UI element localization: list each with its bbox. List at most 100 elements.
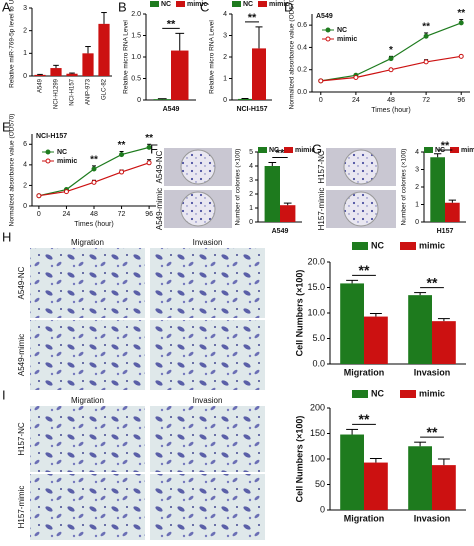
x-tick-label: 72 bbox=[422, 97, 430, 104]
bar bbox=[432, 321, 456, 364]
significance-label: ** bbox=[359, 262, 370, 278]
y-tick-label: 5 bbox=[249, 149, 253, 156]
x-tick-label: 96 bbox=[457, 97, 465, 104]
y-tick-label: 50 bbox=[315, 479, 325, 489]
point bbox=[119, 169, 125, 175]
colony-plate bbox=[343, 191, 379, 227]
x-tick-label: Migration bbox=[344, 367, 385, 377]
legend-label: NC bbox=[269, 147, 279, 154]
image-label: A549-NC bbox=[155, 150, 164, 183]
bar bbox=[408, 446, 432, 510]
y-tick-label: 0.5 bbox=[131, 75, 141, 82]
legend-label: mimic bbox=[461, 147, 474, 154]
bar bbox=[264, 166, 280, 222]
bar bbox=[340, 283, 364, 364]
x-tick-label: 48 bbox=[90, 211, 98, 218]
significance-label: ** bbox=[118, 140, 126, 151]
y-tick-label: 1 bbox=[249, 205, 253, 212]
bar bbox=[280, 205, 296, 222]
legend-label: NC bbox=[337, 27, 347, 34]
x-tick-label: GLC-82 bbox=[102, 78, 108, 100]
significance-label: ** bbox=[427, 424, 438, 440]
point bbox=[458, 20, 464, 26]
x-tick-label: H157 bbox=[437, 228, 454, 235]
point bbox=[146, 160, 152, 166]
legend-label: mimic bbox=[269, 1, 289, 8]
panel-letter: B bbox=[118, 0, 127, 14]
y-tick-label: 2.0 bbox=[131, 11, 141, 18]
micrograph bbox=[150, 248, 265, 318]
y-axis-label: Number of colonies (×100) bbox=[401, 149, 408, 226]
y-tick-label: 0 bbox=[137, 97, 141, 104]
legend-label: mimic bbox=[419, 240, 445, 250]
panel: F 0 1 2 3 4 5 Number of colonies (×100) NC mimic A… bbox=[150, 141, 315, 234]
bar bbox=[445, 202, 460, 222]
bar bbox=[153, 99, 171, 100]
micrograph bbox=[150, 320, 265, 390]
legend-swatch bbox=[176, 1, 185, 7]
significance-label: * bbox=[389, 45, 393, 56]
bar bbox=[171, 50, 189, 100]
bar bbox=[430, 157, 445, 222]
y-tick-label: 1 bbox=[23, 50, 27, 57]
x-tick-label: ANIP-973 bbox=[86, 78, 92, 105]
y-tick-label: 4 bbox=[223, 11, 227, 18]
panel-letter: G bbox=[312, 141, 322, 156]
bar bbox=[408, 295, 432, 364]
image-column-label: Migration bbox=[71, 238, 104, 247]
point bbox=[36, 193, 42, 199]
y-tick-label: 0 bbox=[23, 203, 27, 210]
x-tick-label: Invasion bbox=[414, 367, 451, 377]
y-axis-label: Relative micro RNA Level bbox=[209, 20, 216, 94]
legend-label: mimic bbox=[187, 1, 207, 8]
x-tick-label: 0 bbox=[319, 97, 323, 104]
x-tick-label: 72 bbox=[118, 211, 126, 218]
bar bbox=[34, 74, 46, 76]
x-tick-label: NCI-H1299 bbox=[54, 78, 60, 109]
panel: A 0 1 2 3 Relative miR-769-5p level to U6 A549… bbox=[2, 0, 112, 109]
y-tick-label: 20.0 bbox=[307, 256, 325, 266]
y-tick-label: 0.0 bbox=[297, 89, 307, 96]
significance-label: ** bbox=[248, 12, 257, 24]
bar bbox=[432, 465, 456, 510]
x-tick-label: A549 bbox=[163, 106, 180, 113]
colony-plate bbox=[343, 149, 379, 185]
significance-label: ** bbox=[359, 411, 370, 427]
y-tick-label: 0 bbox=[415, 219, 419, 226]
legend-marker bbox=[45, 158, 51, 164]
significance-label: ** bbox=[427, 274, 438, 290]
panel-letter: A bbox=[2, 0, 11, 14]
x-tick-label: Migration bbox=[344, 513, 385, 523]
image-column-label: Invasion bbox=[193, 396, 223, 405]
point bbox=[146, 144, 152, 150]
bar bbox=[238, 98, 252, 100]
x-tick-label: NCI-H157 bbox=[70, 78, 76, 105]
y-tick-label: 3 bbox=[249, 177, 253, 184]
significance-label: ** bbox=[145, 133, 153, 144]
y-tick-label: 3 bbox=[415, 166, 419, 173]
image-row-label: A549-mimic bbox=[17, 334, 26, 376]
point bbox=[423, 33, 429, 39]
legend-label: mimic bbox=[57, 158, 77, 165]
y-tick-label: 2 bbox=[23, 182, 27, 189]
x-tick-label: Invasion bbox=[414, 513, 451, 523]
image-row-label: H157-NC bbox=[17, 422, 26, 456]
y-tick-label: 0 bbox=[320, 504, 325, 514]
point bbox=[91, 166, 97, 172]
legend-label: mimic bbox=[337, 36, 357, 43]
significance-label: ** bbox=[422, 22, 430, 33]
legend-label: mimic bbox=[295, 147, 315, 154]
x-axis-label: Times (hour) bbox=[371, 107, 410, 114]
legend-label: NC bbox=[371, 388, 384, 398]
legend-swatch bbox=[284, 147, 293, 153]
micrograph bbox=[30, 406, 145, 472]
legend-swatch bbox=[258, 1, 267, 7]
legend-label: NC bbox=[161, 1, 171, 8]
x-tick-label: 0 bbox=[37, 211, 41, 218]
image-row-label: H157-mimic bbox=[17, 486, 26, 529]
y-tick-label: 2 bbox=[249, 191, 253, 198]
